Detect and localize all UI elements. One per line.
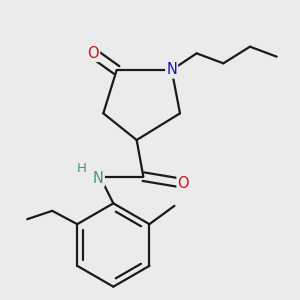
Text: N: N <box>166 62 177 77</box>
Text: N: N <box>93 171 104 186</box>
Text: H: H <box>77 162 87 175</box>
Text: O: O <box>178 176 189 191</box>
Text: O: O <box>88 46 99 61</box>
